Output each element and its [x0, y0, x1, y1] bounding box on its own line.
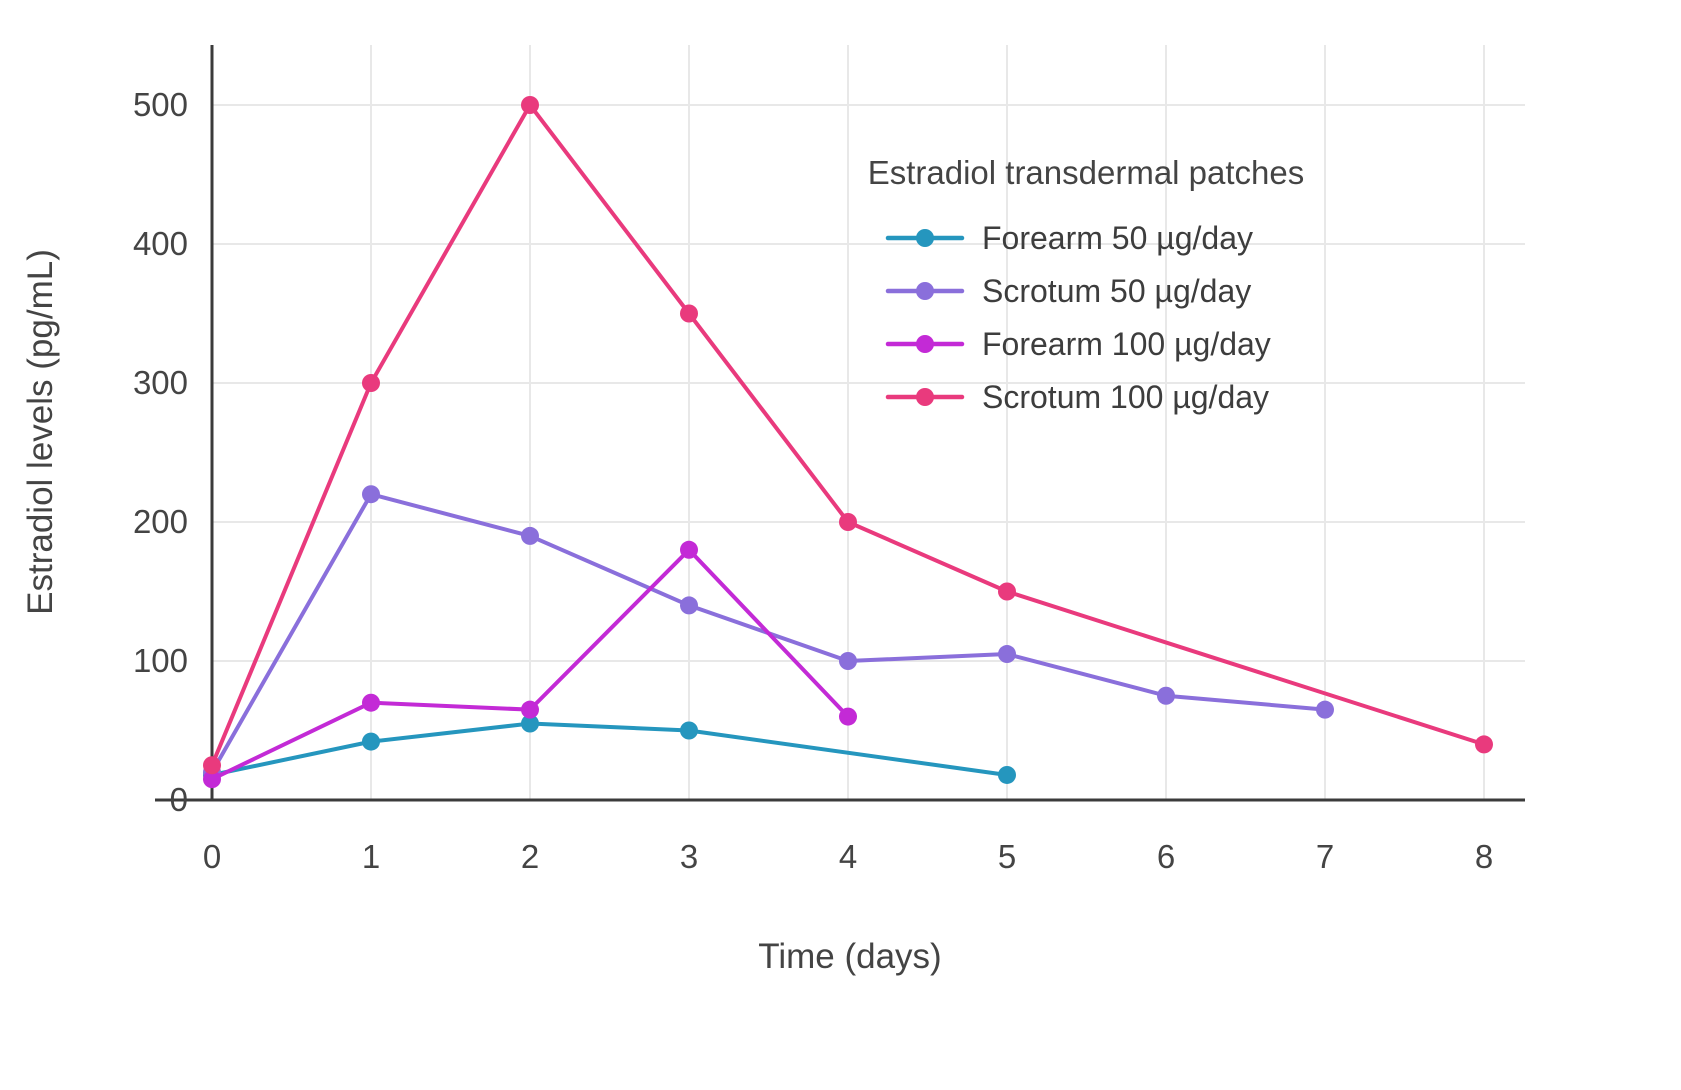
data-point-marker: [839, 513, 857, 531]
x-tick-label: 2: [521, 838, 539, 875]
data-point-marker: [1157, 686, 1175, 705]
x-tick-label: 7: [1316, 838, 1334, 875]
data-point-marker: [680, 304, 698, 323]
series-line: [210, 721, 1009, 777]
data-point-marker: [998, 645, 1016, 664]
data-point-marker: [998, 765, 1016, 784]
data-point-marker: [362, 693, 380, 712]
x-tick-label: 6: [1157, 838, 1175, 875]
legend-entry-label: Scrotum 50 µg/day: [982, 273, 1251, 309]
legend-swatch-marker: [916, 335, 934, 353]
legend-title: Estradiol transdermal patches: [868, 154, 1305, 191]
data-point-marker: [362, 485, 380, 504]
data-point-marker: [362, 732, 380, 751]
x-tick-label: 8: [1475, 838, 1493, 875]
legend-swatch-marker: [916, 388, 934, 406]
data-point-marker: [1475, 735, 1493, 754]
y-tick-label: 400: [133, 225, 188, 262]
y-axis-title: Estradiol levels (pg/mL): [21, 249, 60, 615]
x-tick-label: 4: [839, 838, 857, 875]
data-point-marker: [362, 374, 380, 392]
legend-swatch-marker: [916, 282, 934, 300]
data-point-marker: [203, 756, 221, 775]
x-tick-label: 5: [998, 838, 1016, 875]
data-point-marker: [839, 707, 857, 726]
y-tick-label: 200: [133, 503, 188, 540]
legend-entry-label: Scrotum 100 µg/day: [982, 379, 1269, 415]
y-tick-label: 500: [133, 86, 188, 123]
x-tick-label: 0: [203, 838, 221, 875]
data-point-marker: [521, 700, 539, 719]
x-tick-label: 3: [680, 838, 698, 875]
data-point-marker: [203, 770, 221, 789]
y-tick-label: 100: [133, 642, 188, 679]
data-point-marker: [521, 714, 539, 733]
legend-entry-label: Forearm 100 µg/day: [982, 326, 1271, 362]
y-tick-label: 0: [170, 781, 188, 818]
x-axis-title: Time (days): [758, 937, 941, 976]
data-point-marker: [680, 540, 698, 559]
x-tick-label: 1: [362, 838, 380, 875]
legend-entry-label: Forearm 50 µg/day: [982, 220, 1253, 256]
data-point-marker: [839, 652, 857, 670]
data-point-marker: [521, 526, 539, 545]
data-point-marker: [521, 96, 539, 114]
legend-swatch-marker: [916, 229, 934, 247]
data-point-marker: [998, 582, 1016, 601]
data-point-marker: [680, 721, 698, 740]
data-point-marker: [680, 596, 698, 615]
y-tick-label: 300: [133, 364, 188, 401]
data-point-marker: [1316, 700, 1334, 719]
